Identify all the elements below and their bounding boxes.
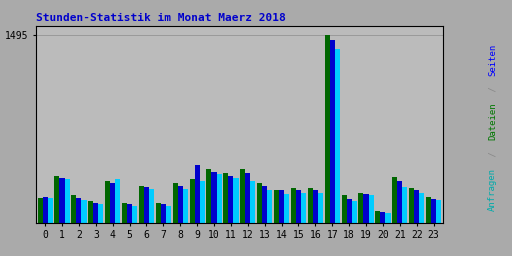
Bar	[71, 195, 76, 223]
Bar	[318, 193, 323, 223]
Bar	[284, 194, 289, 223]
Bar	[240, 169, 245, 223]
Bar	[115, 179, 120, 223]
Bar	[291, 188, 296, 223]
Bar	[76, 198, 81, 223]
Bar	[358, 193, 364, 223]
Bar	[88, 201, 93, 223]
Bar	[161, 204, 166, 223]
Bar	[156, 203, 161, 223]
Bar	[386, 213, 391, 223]
Bar	[98, 204, 103, 223]
Bar	[313, 190, 318, 223]
Bar	[54, 176, 59, 223]
Bar	[233, 178, 239, 223]
Text: Anfragen: Anfragen	[488, 168, 497, 211]
Bar	[380, 212, 386, 223]
Bar	[347, 199, 352, 223]
Bar	[223, 173, 228, 223]
Bar	[436, 200, 441, 223]
Bar	[144, 187, 149, 223]
Bar	[262, 186, 267, 223]
Bar	[419, 193, 424, 223]
Bar	[228, 176, 233, 223]
Bar	[352, 201, 357, 223]
Bar	[257, 183, 262, 223]
Bar	[402, 187, 408, 223]
Bar	[211, 172, 217, 223]
Bar	[173, 183, 178, 223]
Bar	[81, 200, 87, 223]
Bar	[414, 190, 419, 223]
Bar	[178, 186, 183, 223]
Text: Stunden-Statistik im Monat Maerz 2018: Stunden-Statistik im Monat Maerz 2018	[36, 13, 286, 24]
Text: /: /	[488, 81, 497, 97]
Bar	[166, 206, 171, 223]
Bar	[139, 186, 144, 223]
Bar	[42, 197, 48, 223]
Bar	[431, 199, 436, 223]
Bar	[325, 35, 330, 223]
Bar	[105, 181, 110, 223]
Bar	[149, 189, 154, 223]
Bar	[335, 49, 340, 223]
Text: /: /	[488, 146, 497, 162]
Bar	[195, 165, 200, 223]
Bar	[267, 190, 272, 223]
Text: Dateien: Dateien	[488, 103, 497, 140]
Bar	[274, 190, 279, 223]
Bar	[296, 190, 301, 223]
Bar	[200, 181, 205, 223]
Bar	[301, 193, 306, 223]
Bar	[330, 40, 335, 223]
Bar	[392, 177, 397, 223]
Bar	[364, 194, 369, 223]
Bar	[122, 203, 127, 223]
Bar	[189, 179, 195, 223]
Bar	[245, 173, 250, 223]
Bar	[48, 198, 53, 223]
Bar	[110, 183, 115, 223]
Bar	[59, 178, 65, 223]
Bar	[308, 188, 313, 223]
Bar	[183, 189, 188, 223]
Bar	[369, 195, 374, 223]
Bar	[409, 188, 414, 223]
Bar	[127, 204, 132, 223]
Bar	[217, 174, 222, 223]
Bar	[397, 181, 402, 223]
Bar	[375, 211, 380, 223]
Bar	[132, 206, 137, 223]
Bar	[65, 179, 70, 223]
Bar	[250, 181, 255, 223]
Bar	[37, 198, 42, 223]
Bar	[279, 190, 284, 223]
Bar	[206, 169, 211, 223]
Bar	[93, 203, 98, 223]
Bar	[426, 197, 431, 223]
Text: Seiten: Seiten	[488, 44, 497, 77]
Bar	[342, 195, 347, 223]
